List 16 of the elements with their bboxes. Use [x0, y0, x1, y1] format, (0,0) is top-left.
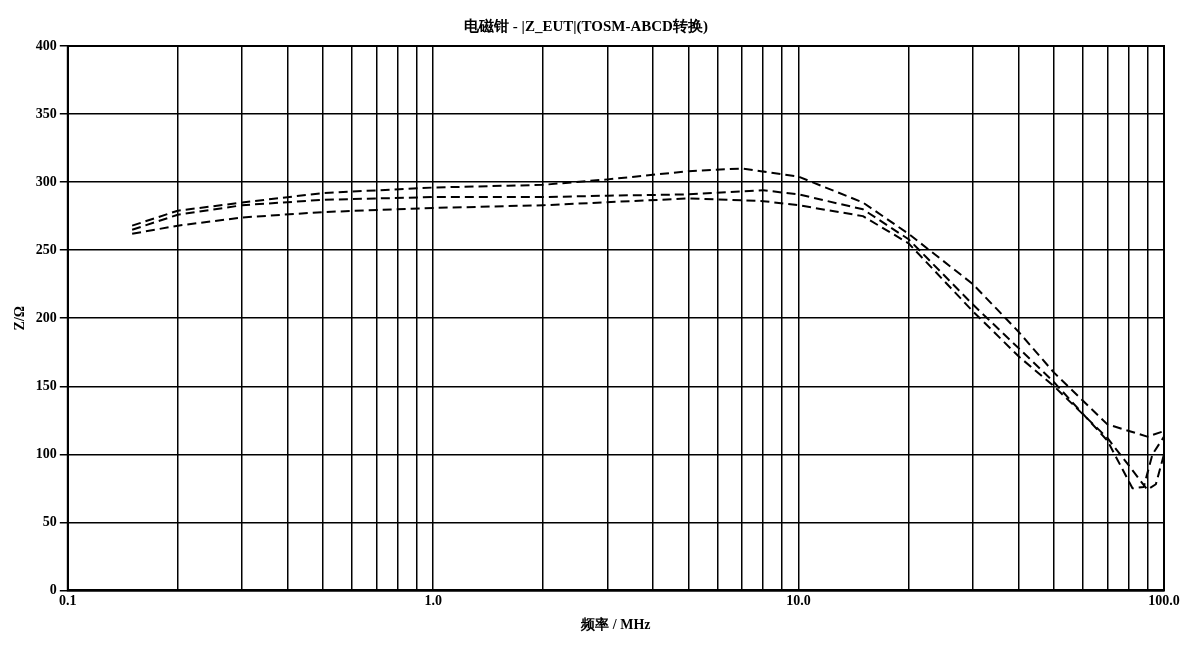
y-tick-label: 0	[49, 582, 57, 598]
y-tick-label: 100	[35, 445, 57, 461]
y-tick-label: 400	[35, 37, 57, 53]
y-tick-label: 150	[35, 377, 57, 393]
chart-title: 电磁钳 - |Z_EUT|(TOSM-ABCD转换)	[464, 17, 708, 35]
x-tick-label: 100.0	[1148, 593, 1180, 609]
y-tick-label: 50	[42, 513, 57, 529]
y-tick-label: 200	[35, 309, 57, 325]
x-tick-label: 0.1	[59, 593, 77, 609]
x-axis-title: 频率 / MHz	[580, 616, 651, 633]
x-tick-label: 10.0	[786, 593, 811, 609]
y-tick-label: 250	[35, 241, 57, 257]
y-tick-label: 350	[35, 105, 57, 121]
y-tick-label: 300	[35, 173, 57, 189]
x-tick-label: 1.0	[424, 593, 442, 609]
y-axis-title: Z/Ω	[12, 305, 28, 331]
